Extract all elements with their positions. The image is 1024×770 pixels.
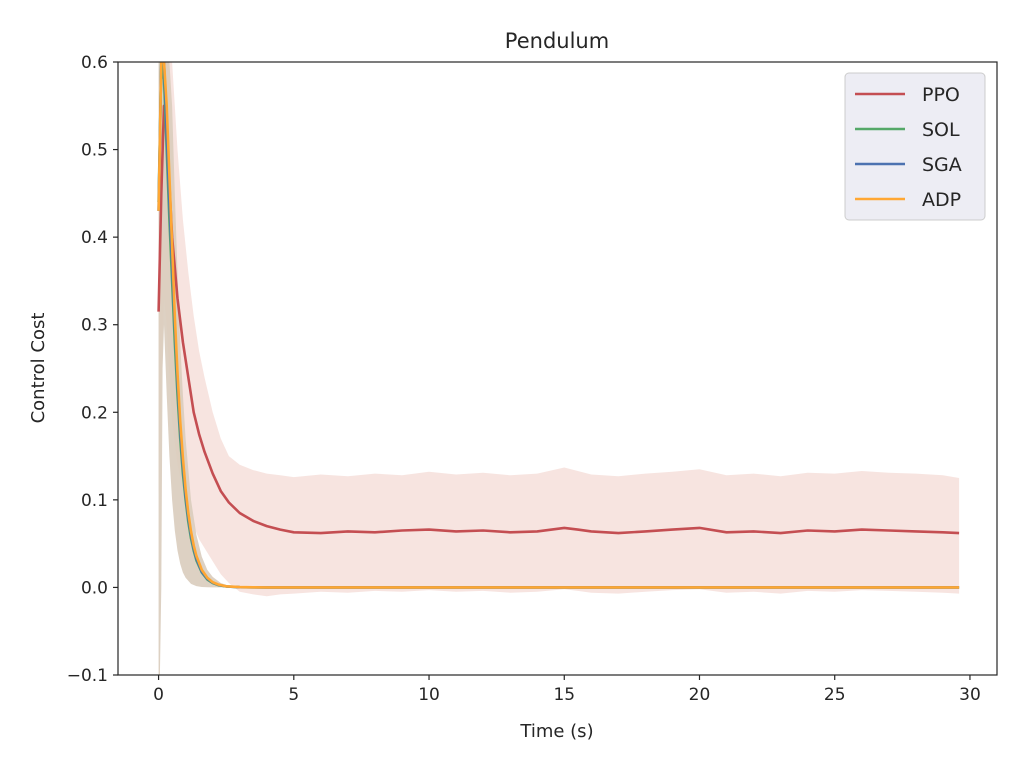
legend: PPO SOL SGA ADP — [844, 72, 986, 221]
y-tick-label: 0.5 — [81, 141, 108, 161]
plot-frame — [117, 61, 998, 676]
x-tick-label: 10 — [418, 685, 440, 705]
series-line-ppo — [157, 104, 960, 535]
x-tick-label: 30 — [959, 685, 981, 705]
x-axis: 0 5 10 15 20 25 30 — [153, 675, 981, 705]
y-axis-label: Control Cost — [28, 313, 49, 424]
y-tick-label: −0.1 — [67, 666, 108, 686]
x-tick-label: 0 — [153, 685, 164, 705]
y-tick-label: 0.2 — [81, 403, 108, 423]
plot-area — [157, 62, 960, 675]
legend-label-adp: ADP — [922, 189, 961, 211]
y-tick-label: 0.0 — [81, 578, 108, 598]
ppo-variance-band — [158, 62, 960, 597]
x-axis-label: Time (s) — [519, 721, 593, 742]
y-tick-label: 0.4 — [81, 228, 108, 248]
x-tick-label: 5 — [288, 685, 299, 705]
x-tick-label: 25 — [824, 685, 846, 705]
y-tick-label: 0.6 — [81, 53, 108, 73]
y-tick-label: 0.3 — [81, 316, 108, 336]
legend-label-ppo: PPO — [922, 84, 960, 106]
legend-box — [844, 72, 986, 221]
chart-title: Pendulum — [505, 29, 609, 53]
y-axis: −0.1 0.0 0.1 0.2 0.3 0.4 0.5 0.6 — [67, 53, 118, 686]
y-tick-label: 0.1 — [81, 491, 108, 511]
x-tick-label: 20 — [689, 685, 711, 705]
legend-label-sga: SGA — [922, 154, 962, 176]
series-line-adp — [157, 62, 960, 589]
legend-label-sol: SOL — [922, 119, 960, 141]
x-tick-label: 15 — [553, 685, 575, 705]
